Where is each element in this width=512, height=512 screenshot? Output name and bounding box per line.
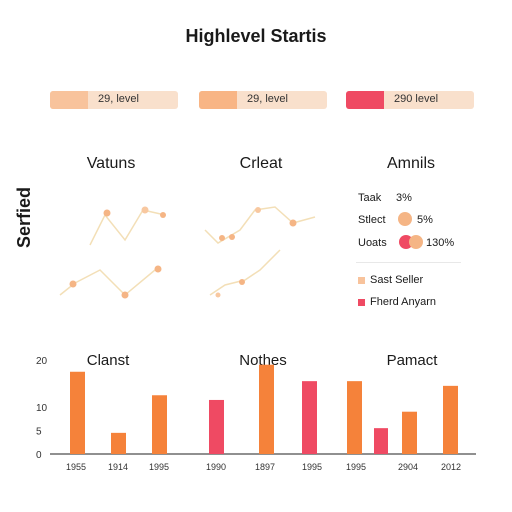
sparkline-point: [289, 219, 297, 227]
y-tick-label: 0: [36, 450, 42, 461]
sparkline-point: [154, 265, 162, 273]
progress-label-3: 290 level: [394, 93, 439, 105]
x-tick-label: 2904: [398, 462, 418, 472]
progress-label-2: 29, level: [247, 93, 288, 105]
x-tick-label: 1914: [108, 462, 128, 472]
sparkline-point: [160, 212, 166, 218]
x-tick-label: 1995: [149, 462, 169, 472]
sparkline-point: [255, 207, 261, 213]
legend-swatch-2: [358, 299, 365, 306]
bar: [152, 395, 167, 454]
panel-title-left: Vatuns: [86, 155, 136, 172]
sparkline-point: [103, 209, 111, 217]
x-tick-label: 1995: [302, 462, 322, 472]
sparkline-point: [141, 206, 149, 214]
sparkline-point: [121, 291, 129, 299]
sparkline-point: [239, 279, 245, 285]
bar-group-title: Nothes: [239, 352, 287, 369]
y-tick-label: 20: [36, 356, 48, 367]
progress-pill-1: 29, level: [50, 91, 178, 109]
legend-swatch-1: [358, 277, 365, 284]
progress-label-1: 29, level: [98, 93, 139, 105]
bar-chart-area: 20 10 5 0 Clanst 1955 1914 1995 Nothes 1990 1897 19…: [36, 352, 476, 472]
panel-title-right: Amnils: [386, 155, 435, 172]
sparkline-left-bottom: [59, 269, 156, 297]
sparkline-left-top: [89, 209, 166, 246]
sparkline-point: [219, 235, 225, 241]
stat-label-3: Uoats: [358, 237, 387, 249]
panel-title-mid: Crleat: [239, 155, 283, 172]
bar: [443, 385, 458, 454]
page-title: Highlevel Startis: [185, 26, 327, 46]
y-tick-label: 5: [36, 427, 42, 438]
x-tick-label: 1990: [206, 462, 226, 472]
y-tick-label: 10: [36, 403, 48, 414]
progress-fill-2: [199, 91, 238, 109]
bar: [374, 428, 388, 454]
stat-value-3: 130%: [426, 237, 455, 249]
stat-dot-orange-2: [409, 235, 423, 249]
bar-group-title: Pamact: [387, 352, 439, 369]
sparkline-panel-left: [59, 206, 166, 299]
stat-divider: [356, 262, 461, 263]
x-tick-label: 1955: [66, 462, 86, 472]
bar: [111, 432, 126, 454]
bar: [347, 381, 362, 454]
progress-pill-2: 29, level: [199, 91, 327, 109]
x-tick-label: 1897: [255, 462, 275, 472]
stat-dot-orange: [398, 212, 412, 226]
stat-value-1: 3%: [396, 192, 412, 204]
sparkline-panel-mid: [204, 206, 316, 298]
bar: [402, 411, 417, 454]
progress-fill-1: [50, 91, 89, 109]
bar: [259, 364, 274, 454]
x-tick-label: 1995: [346, 462, 366, 472]
sparkline-point: [229, 234, 235, 240]
bar-group-title: Clanst: [87, 352, 130, 369]
progress-pill-3: 290 level: [346, 91, 474, 109]
x-tick-label: 2012: [441, 462, 461, 472]
sparkline-point: [69, 280, 77, 288]
legend-label-1: Sast Seller: [370, 274, 424, 286]
stat-label-1: Taak: [358, 192, 382, 204]
legend-label-2: Fherd Anyarn: [370, 296, 437, 308]
bar: [209, 399, 224, 454]
side-label: Serfied: [14, 186, 34, 248]
bar: [70, 371, 85, 454]
stat-value-2: 5%: [417, 214, 433, 226]
progress-fill-3: [346, 91, 385, 109]
stat-label-2: Stlect: [358, 214, 386, 226]
sparkline-point: [215, 292, 221, 298]
sparkline-mid-bottom: [209, 249, 281, 296]
bar: [302, 381, 317, 454]
